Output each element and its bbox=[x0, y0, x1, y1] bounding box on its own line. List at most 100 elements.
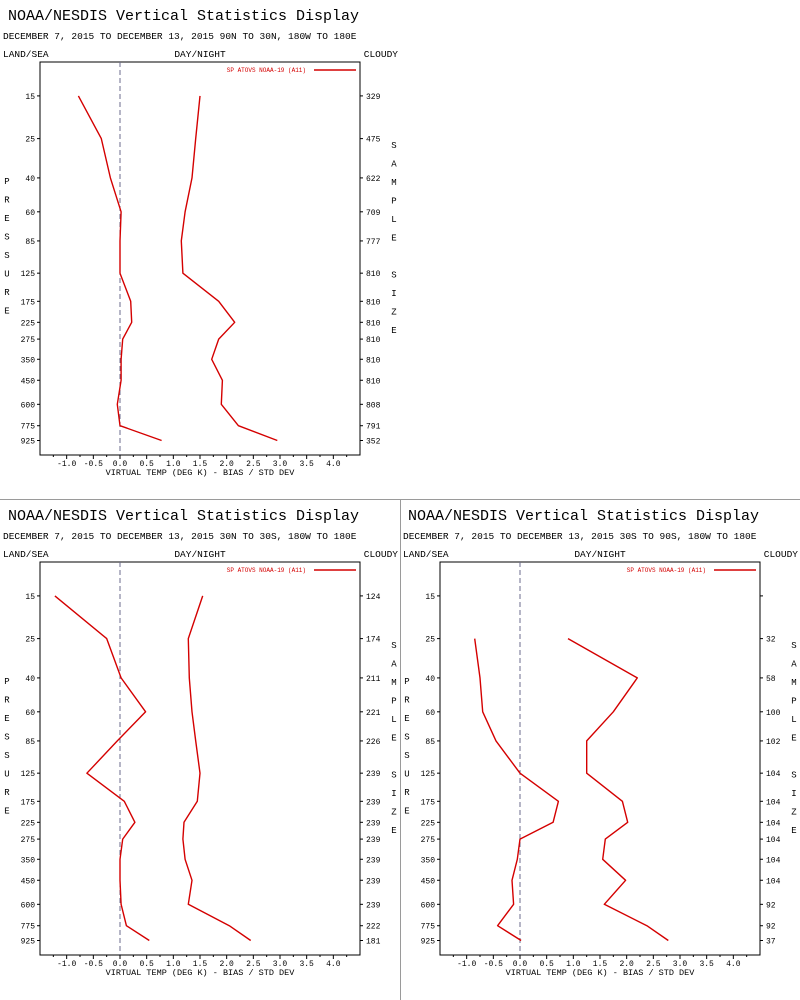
sample-size-label: 239 bbox=[366, 836, 381, 845]
sample-size-label: 810 bbox=[366, 298, 381, 307]
sample-size-label: 329 bbox=[366, 93, 381, 102]
pressure-label: 350 bbox=[21, 356, 36, 365]
pressure-label: 225 bbox=[21, 319, 36, 328]
sample-size-label: 222 bbox=[366, 923, 381, 932]
land-sea-label: LAND/SEA bbox=[3, 49, 49, 60]
sample-size-side-letter: S bbox=[791, 641, 796, 651]
pressure-label: 15 bbox=[25, 93, 35, 102]
pressure-side-letter: S bbox=[404, 733, 409, 743]
pressure-label: 85 bbox=[425, 738, 435, 747]
pressure-label: 25 bbox=[25, 136, 35, 145]
std-dev-series-line bbox=[567, 637, 669, 942]
sample-size-label: 92 bbox=[766, 901, 776, 910]
x-tick-label: 3.5 bbox=[699, 960, 714, 969]
pressure-side-letter: R bbox=[4, 696, 10, 706]
sample-size-side-letter: I bbox=[791, 789, 796, 799]
x-tick-label: 0.0 bbox=[113, 960, 128, 969]
x-tick-label: 3.5 bbox=[299, 960, 314, 969]
pressure-label: 600 bbox=[21, 901, 36, 910]
empty-panel bbox=[400, 0, 800, 500]
sample-size-label: 221 bbox=[366, 709, 381, 718]
x-tick-label: 1.0 bbox=[566, 960, 581, 969]
sample-size-side-letter: E bbox=[391, 734, 396, 744]
x-axis-label: VIRTUAL TEMP (DEG K) - BIAS / STD DEV bbox=[106, 468, 296, 478]
sample-size-side-letter: P bbox=[791, 697, 796, 707]
pressure-label: 225 bbox=[21, 819, 36, 828]
pressure-label: 925 bbox=[21, 938, 36, 947]
pressure-side-letter: E bbox=[4, 807, 9, 817]
vertical-divider bbox=[400, 500, 401, 1000]
x-tick-label: 4.0 bbox=[326, 960, 341, 969]
cloudy-label: CLOUDY bbox=[364, 549, 399, 560]
sample-size-label: 211 bbox=[366, 675, 381, 684]
x-tick-label: -1.0 bbox=[457, 960, 476, 969]
chart-title: NOAA/NESDIS Vertical Statistics Display bbox=[8, 8, 359, 25]
sample-size-side-letter: L bbox=[391, 215, 396, 225]
pressure-label: 40 bbox=[425, 675, 435, 684]
x-tick-label: 0.5 bbox=[539, 960, 554, 969]
bias-series-line bbox=[77, 95, 162, 442]
std-dev-series-line bbox=[180, 95, 278, 442]
x-tick-label: 1.0 bbox=[166, 960, 181, 969]
pressure-label: 275 bbox=[421, 836, 436, 845]
day-night-label: DAY/NIGHT bbox=[174, 549, 226, 560]
sample-size-side-letter: E bbox=[391, 234, 396, 244]
pressure-label: 775 bbox=[21, 423, 36, 432]
sample-size-label: 810 bbox=[366, 319, 381, 328]
day-night-label: DAY/NIGHT bbox=[574, 549, 626, 560]
pressure-side-letter: R bbox=[404, 696, 410, 706]
sample-size-side-letter: S bbox=[391, 141, 396, 151]
legend-label: SP ATOVS NOAA-19 (A11) bbox=[227, 567, 306, 574]
land-sea-label: LAND/SEA bbox=[403, 549, 449, 560]
x-tick-label: -0.5 bbox=[84, 960, 103, 969]
pressure-label: 60 bbox=[25, 209, 35, 218]
sample-size-side-letter: A bbox=[391, 160, 397, 170]
stats-panel: NOAA/NESDIS Vertical Statistics Display D… bbox=[0, 0, 400, 500]
x-tick-label: 1.5 bbox=[193, 960, 208, 969]
sample-size-side-letter: S bbox=[391, 641, 396, 651]
x-tick-label: 4.0 bbox=[326, 460, 341, 469]
x-tick-label: 3.0 bbox=[273, 460, 288, 469]
pressure-side-letter: S bbox=[4, 233, 9, 243]
x-tick-label: 2.0 bbox=[619, 960, 634, 969]
sample-size-label: 810 bbox=[366, 270, 381, 279]
pressure-side-letter: S bbox=[4, 751, 9, 761]
pressure-label: 600 bbox=[21, 401, 36, 410]
pressure-label: 275 bbox=[21, 836, 36, 845]
pressure-label: 450 bbox=[21, 377, 36, 386]
pressure-label: 40 bbox=[25, 675, 35, 684]
pressure-side-letter: E bbox=[404, 807, 409, 817]
pressure-label: 350 bbox=[21, 856, 36, 865]
pressure-label: 450 bbox=[21, 877, 36, 886]
pressure-side-letter: P bbox=[404, 677, 409, 687]
sample-size-label: 32 bbox=[766, 636, 776, 645]
sample-size-side-letter: E bbox=[791, 734, 796, 744]
sample-size-label: 102 bbox=[766, 738, 781, 747]
x-tick-label: 2.0 bbox=[219, 960, 234, 969]
sample-size-side-letter: L bbox=[391, 715, 396, 725]
sample-size-side-letter: I bbox=[391, 789, 396, 799]
pressure-label: 175 bbox=[421, 798, 436, 807]
pressure-side-letter: R bbox=[404, 788, 410, 798]
sample-size-side-letter: P bbox=[391, 697, 396, 707]
pressure-side-letter: S bbox=[4, 733, 9, 743]
sample-size-side-letter: S bbox=[391, 271, 396, 281]
pressure-label: 125 bbox=[21, 270, 36, 279]
sample-size-side-letter: I bbox=[391, 289, 396, 299]
chart-title: NOAA/NESDIS Vertical Statistics Display bbox=[408, 508, 759, 525]
pressure-side-letter: U bbox=[4, 270, 9, 280]
pressure-side-letter: E bbox=[4, 214, 9, 224]
sample-size-label: 777 bbox=[366, 238, 381, 247]
x-tick-label: 4.0 bbox=[726, 960, 741, 969]
pressure-label: 775 bbox=[421, 923, 436, 932]
pressure-label: 25 bbox=[25, 636, 35, 645]
sample-size-side-letter: M bbox=[791, 678, 796, 688]
sample-size-side-letter: E bbox=[391, 326, 396, 336]
sample-size-side-letter: M bbox=[391, 178, 396, 188]
sample-size-side-letter: S bbox=[391, 771, 396, 781]
stats-panel: NOAA/NESDIS Vertical Statistics Display D… bbox=[0, 500, 400, 1000]
x-tick-label: 3.0 bbox=[673, 960, 688, 969]
sample-size-label: 791 bbox=[366, 423, 381, 432]
bias-series-line bbox=[474, 638, 560, 942]
